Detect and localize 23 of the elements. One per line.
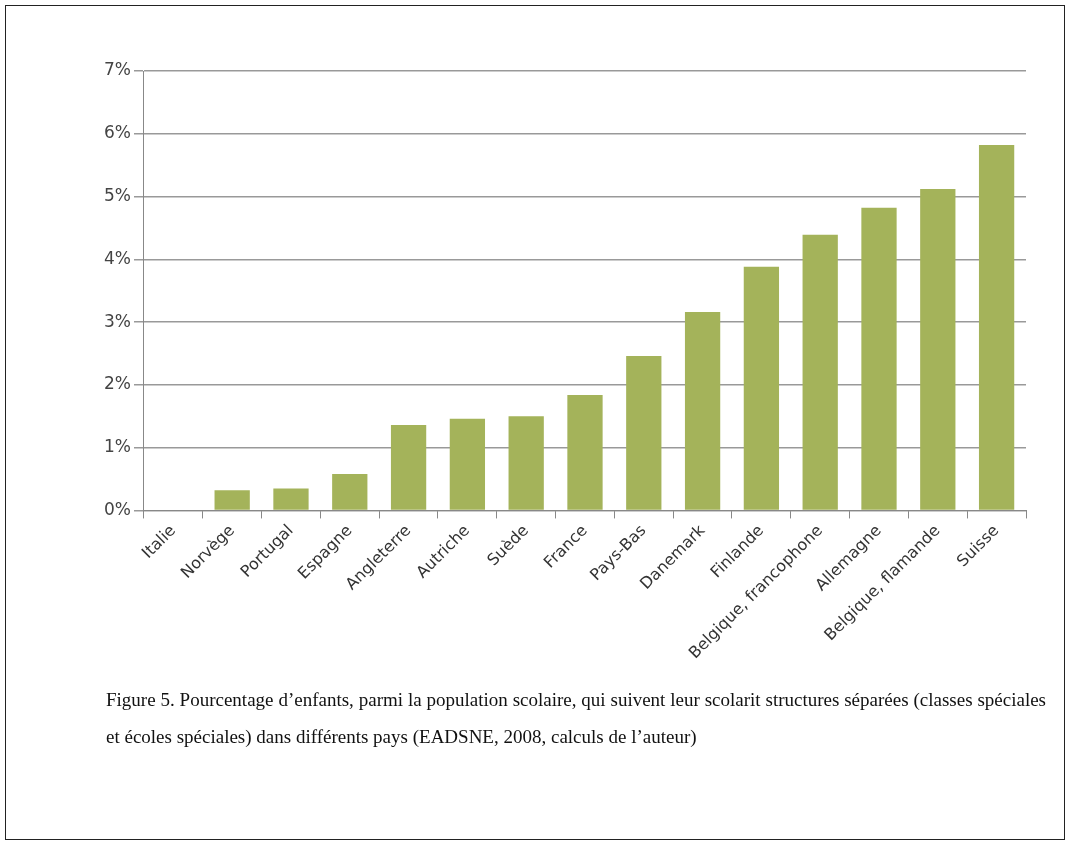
- caption: Figure 5. Pourcentage d’enfants, parmi la population scolaire, qui suivent leur scolarit structures séparées (classes spéciales et écoles spéciales) dans différents pays (EADSNE, 2008, calculs de l’auteur): [106, 688, 1046, 749]
- bar: [332, 474, 368, 510]
- bar: [214, 490, 250, 510]
- bar: [684, 312, 721, 510]
- bar: [390, 425, 427, 510]
- y-tick-label: 2%: [103, 373, 131, 394]
- y-tick-label: 4%: [103, 247, 131, 268]
- y-tick-label: 0%: [103, 498, 131, 519]
- bar: [802, 234, 838, 510]
- bar: [508, 416, 544, 510]
- bar: [567, 394, 603, 510]
- bar: [978, 145, 1015, 510]
- bar: [449, 418, 486, 510]
- y-tick-label: 6%: [103, 122, 131, 143]
- y-tick-label: 7%: [103, 59, 131, 80]
- y-tick-label: 3%: [103, 310, 131, 331]
- bar: [626, 356, 662, 510]
- bar: [920, 189, 956, 510]
- y-tick-label: 1%: [103, 436, 131, 457]
- bar: [743, 266, 780, 510]
- y-tick-label: 5%: [103, 184, 131, 205]
- bar: [861, 207, 897, 510]
- bar: [273, 488, 309, 510]
